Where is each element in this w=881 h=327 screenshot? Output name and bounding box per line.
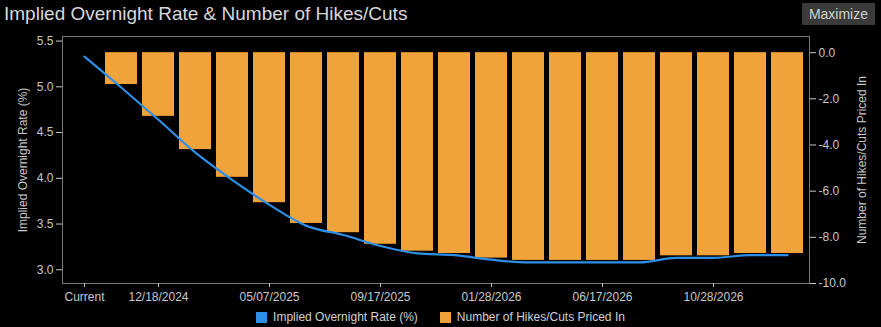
svg-text:06/17/2026: 06/17/2026 — [572, 290, 632, 304]
svg-text:-8.0: -8.0 — [819, 230, 840, 244]
svg-text:05/07/2025: 05/07/2025 — [239, 290, 299, 304]
svg-text:0.0: 0.0 — [819, 45, 836, 59]
svg-text:-6.0: -6.0 — [819, 184, 840, 198]
svg-text:Number of Hikes/Cuts Priced In: Number of Hikes/Cuts Priced In — [855, 76, 869, 244]
svg-text:Current: Current — [64, 290, 105, 304]
html-text:Number of Hikes/Cuts Priced In: Number of Hikes/Cuts Priced In — [456, 310, 625, 324]
svg-text:3.0: 3.0 — [37, 263, 54, 277]
svg-text:09/17/2025: 09/17/2025 — [350, 290, 410, 304]
svg-text:5.0: 5.0 — [37, 80, 54, 94]
html-text:Implied Overnight Rate (%): Implied Overnight Rate (%) — [273, 310, 418, 324]
svg-text:4.0: 4.0 — [37, 171, 54, 185]
svg-text:3.5: 3.5 — [37, 217, 54, 231]
html-text:Maximize: Maximize — [808, 6, 868, 22]
svg-text:Implied Overnight Rate (%): Implied Overnight Rate (%) — [16, 88, 30, 233]
svg-text:-10.0: -10.0 — [819, 276, 847, 290]
html-text:Implied Overnight Rate & Numbe: Implied Overnight Rate & Number of Hikes… — [4, 3, 408, 24]
svg-text:-4.0: -4.0 — [819, 138, 840, 152]
svg-text:12/18/2024: 12/18/2024 — [128, 290, 188, 304]
svg-text:10/28/2026: 10/28/2026 — [683, 290, 743, 304]
svg-text:5.5: 5.5 — [37, 34, 54, 48]
svg-text:4.5: 4.5 — [37, 125, 54, 139]
svg-text:01/28/2026: 01/28/2026 — [461, 290, 521, 304]
svg-text:-2.0: -2.0 — [819, 92, 840, 106]
